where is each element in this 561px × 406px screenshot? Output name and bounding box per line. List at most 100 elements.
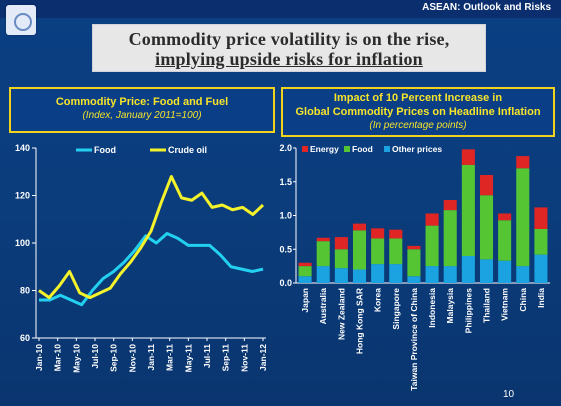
x-tick-label: Jan-11 — [146, 344, 156, 371]
bar-segment-energy — [443, 199, 457, 211]
left-panel-title-box: Commodity Price: Food and Fuel (Index, J… — [9, 87, 275, 133]
x-tick-label: Malaysia — [445, 288, 455, 324]
x-tick-label: India — [536, 288, 546, 308]
header-bar: ASEAN: Outlook and Risks — [0, 0, 561, 18]
stacked-bar-chart: 0.0 0.5 1.0 1.5 2.0 Japan Australia New Zealand… — [279, 143, 550, 391]
right-panel-title-line-2: Global Commodity Prices on Headline Infl… — [295, 106, 541, 118]
bar-segment-energy — [516, 156, 530, 169]
slide-title-line-2: implying upside risks for inflation — [155, 49, 423, 69]
x-tick-label: Korea — [373, 288, 383, 312]
bar-segment-food — [389, 238, 403, 265]
bar-segment-other-prices — [389, 264, 403, 283]
left-panel-subtitle: (Index, January 2011=100) — [82, 110, 202, 121]
bar-segment-energy — [407, 245, 421, 250]
bar-segment-other-prices — [534, 254, 548, 283]
bar-segment-food — [352, 230, 367, 270]
bar-segment-food — [425, 225, 439, 267]
x-tick-label: Nov-11 — [239, 344, 249, 372]
bar-segment-other-prices — [479, 259, 494, 283]
left-panel-title: Commodity Price: Food and Fuel — [55, 96, 229, 108]
x-tick-label: Jan-10 — [34, 344, 44, 371]
bar-segment-energy — [334, 237, 348, 250]
x-tick-label: Singapore — [391, 288, 401, 330]
bar-segment-energy — [498, 213, 512, 221]
slide-title-box: Commodity price volatility is on the ris… — [92, 24, 486, 72]
bar-segment-food — [334, 249, 348, 269]
x-tick-label: Vietnam — [500, 288, 510, 321]
bar-segment-energy — [371, 228, 385, 239]
x-tick-label: Mar-10 — [53, 344, 63, 372]
bar-segment-energy — [461, 149, 475, 165]
bar-segment-other-prices — [352, 269, 367, 283]
x-tick-label: May-10 — [71, 344, 81, 373]
y-tick-label: 120 — [15, 191, 30, 201]
bar-segment-other-prices — [516, 266, 530, 283]
y-tick-label: 60 — [20, 333, 30, 343]
x-tick-label: Thailand — [482, 288, 492, 323]
bar-segment-food — [479, 195, 494, 260]
bar-segment-food — [407, 249, 421, 277]
y-tick-label: 2.0 — [279, 143, 292, 153]
bar-segment-other-prices — [498, 260, 512, 283]
line-chart: 60 80 100 120 140 Jan-10 Mar-10 May-10 Jul-10 Sep… — [15, 143, 268, 373]
x-tick-label: China — [518, 288, 528, 312]
x-tick-label: Sep-11 — [221, 344, 231, 372]
x-tick-label: Philippines — [463, 288, 473, 334]
x-tick-label: New Zealand — [336, 288, 346, 340]
series-line-food — [39, 232, 264, 307]
x-tick-label: Hong Kong SAR — [355, 288, 365, 354]
bar-segment-food — [461, 164, 475, 256]
bar-segment-other-prices — [425, 266, 439, 283]
bar-segment-other-prices — [407, 276, 421, 283]
legend-label: Other prices — [392, 144, 442, 154]
legend-label: Food — [94, 145, 116, 155]
legend-swatch — [384, 146, 390, 152]
bar-segment-other-prices — [334, 268, 348, 283]
x-tick-label: Indonesia — [427, 288, 437, 328]
bar-segment-food — [498, 220, 512, 261]
slide-title-line-1: Commodity price volatility is on the ris… — [128, 29, 450, 49]
right-panel-title-box: Impact of 10 Percent Increase in Global … — [281, 87, 555, 137]
y-tick-label: 80 — [20, 286, 30, 296]
imf-logo-icon — [6, 5, 36, 35]
header-title: ASEAN: Outlook and Risks — [422, 2, 551, 13]
bar-segment-energy — [534, 207, 548, 229]
bar-segment-energy — [389, 229, 403, 239]
x-tick-label: Taiwan Province of China — [409, 288, 419, 391]
bar-segment-other-prices — [461, 256, 475, 283]
x-tick-label: Jul-10 — [90, 344, 100, 369]
bar-segment-other-prices — [298, 276, 312, 283]
legend-label: Food — [352, 144, 373, 154]
bar-segment-food — [534, 229, 548, 255]
x-tick-label: Japan — [300, 288, 310, 313]
bar-segment-food — [443, 210, 457, 267]
bar-segment-energy — [425, 213, 439, 226]
series-line-crude-oil — [38, 175, 265, 300]
bar-segment-energy — [316, 237, 330, 242]
bar-segment-energy — [298, 262, 312, 267]
bar-segment-energy — [479, 175, 494, 196]
y-tick-label: 100 — [15, 238, 30, 248]
y-tick-label: 0.5 — [279, 244, 292, 254]
x-tick-label: Nov-10 — [127, 344, 137, 373]
x-tick-label: Mar-11 — [165, 344, 175, 371]
bar-segment-other-prices — [443, 266, 457, 283]
legend-label: Crude oil — [168, 145, 207, 155]
bar-segment-food — [316, 241, 330, 267]
x-tick-label: Australia — [318, 288, 328, 325]
bar-segment-food — [516, 168, 530, 267]
page-number: 10 — [503, 389, 515, 400]
x-tick-label: Sep-10 — [109, 344, 119, 372]
x-tick-label: May-11 — [183, 344, 193, 373]
legend-label: Energy — [310, 144, 339, 154]
bar-segment-other-prices — [316, 266, 330, 283]
right-panel-subtitle: (In percentage points) — [369, 120, 467, 131]
legend-swatch — [344, 146, 350, 152]
y-tick-label: 140 — [15, 143, 30, 153]
bar-segment-food — [298, 266, 312, 277]
bar-segment-other-prices — [371, 264, 385, 283]
y-tick-label: 0.0 — [279, 278, 292, 288]
bar-segment-energy — [352, 223, 367, 231]
bar-segment-food — [371, 238, 385, 265]
y-tick-label: 1.5 — [279, 177, 292, 187]
